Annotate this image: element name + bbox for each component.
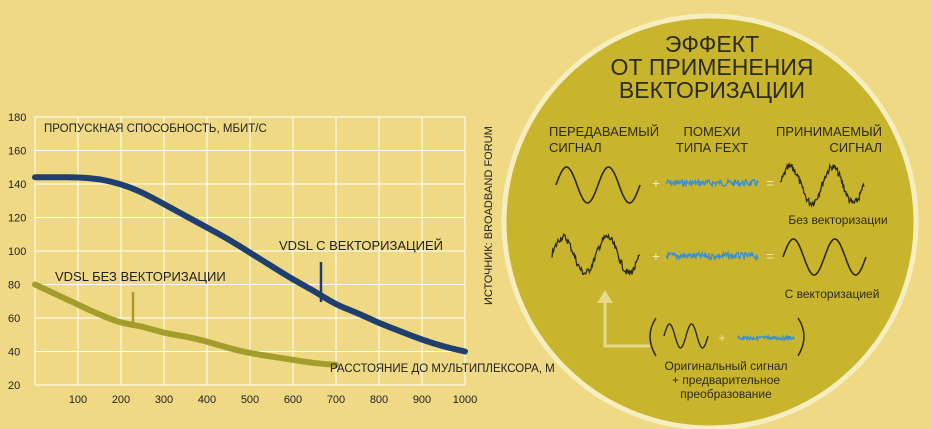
- fext-noise-icon: [666, 250, 759, 262]
- x-tick-label: 800: [370, 394, 388, 406]
- header-noise-line-1: ПОМЕХИ: [684, 124, 741, 139]
- feedback-arrow-icon: [603, 300, 650, 348]
- y-tick-label: 160: [8, 146, 26, 158]
- bandwidth-chart: 20 40 60 80 100 120 140 160 180 100 200 300 400 500 60…: [8, 112, 555, 406]
- header-rx-line-1: ПРИНИМАЕМЫЙ: [776, 124, 882, 139]
- arrow-head-icon: [597, 290, 613, 303]
- fext-noise-icon: [665, 177, 759, 189]
- chart-series-layer: [32, 174, 468, 368]
- x-axis-label: РАССТОЯНИЕ ДО МУЛЬТИПЛЕКСОРА, М: [330, 363, 555, 375]
- bottom-caption-line-2: + предварительное: [672, 373, 780, 387]
- x-tick-label: 900: [413, 394, 431, 406]
- series-label-with-vectoring: VDSL С ВЕКТОРИЗАЦИЕЙ: [279, 238, 443, 253]
- infographic-title-line-3: ВЕКТОРИЗАЦИИ: [619, 77, 805, 103]
- predistorted-wave-icon: [551, 232, 641, 277]
- y-tick-label: 20: [8, 380, 20, 392]
- plus-sign: +: [652, 248, 660, 264]
- header-rx-line-2: СИГНАЛ: [829, 140, 882, 155]
- x-tick-label: 500: [241, 394, 259, 406]
- left-paren-icon: [649, 317, 657, 357]
- series-line-without-vectoring: [32, 281, 339, 368]
- clean-sine-wave-icon: [555, 166, 641, 204]
- y-tick-label: 120: [8, 213, 26, 225]
- header-tx-line-1: ПЕРЕДАВАЕМЫЙ: [549, 124, 659, 139]
- original-signal-icon: [663, 323, 709, 349]
- result-without-vectoring: Без векторизации: [788, 213, 887, 227]
- bottom-caption-line-3: преобразование: [680, 387, 772, 401]
- infographic-title-line-1: ЭФФЕКТ: [665, 31, 759, 57]
- header-noise-line-2: ТИПА FEXT: [676, 140, 748, 155]
- precoding-signal-icon: [737, 333, 795, 343]
- equals-sign: =: [766, 175, 774, 191]
- noisy-sine-wave-icon: [779, 162, 865, 208]
- x-tick-label: 300: [155, 394, 173, 406]
- x-tick-label: 600: [284, 394, 302, 406]
- x-tick-label: 1000: [453, 394, 477, 406]
- source-note: ИСТОЧНИК: BROADBAND FORUM: [483, 126, 495, 305]
- infographic-title-line-2: ОТ ПРИМЕНЕНИЯ: [611, 54, 814, 80]
- y-axis-label: ПРОПУСКНАЯ СПОСОБНОСТЬ, МБИТ/С: [44, 123, 267, 135]
- y-tick-label: 80: [8, 280, 20, 292]
- x-tick-label: 100: [69, 394, 87, 406]
- x-tick-label: 700: [327, 394, 345, 406]
- y-tick-label: 40: [8, 347, 20, 359]
- plus-sign: +: [652, 175, 660, 191]
- plus-sign: +: [718, 331, 725, 345]
- y-tick-label: 60: [8, 313, 20, 325]
- x-tick-label: 400: [198, 394, 216, 406]
- y-tick-label: 140: [8, 179, 26, 191]
- y-tick-label: 100: [8, 246, 26, 258]
- bottom-caption-line-1: Оригинальный сигнал: [664, 359, 787, 373]
- clean-sine-wave-icon: [782, 238, 867, 276]
- y-tick-label: 180: [8, 112, 26, 124]
- series-line-with-vectoring: [32, 174, 468, 355]
- header-tx-line-2: СИГНАЛ: [549, 140, 602, 155]
- series-label-without-vectoring: VDSL БЕЗ ВЕКТОРИЗАЦИИ: [55, 269, 226, 284]
- x-tick-label: 200: [112, 394, 130, 406]
- right-paren-icon: [797, 317, 805, 357]
- infographic-circle: [501, 13, 919, 429]
- equals-sign: =: [766, 248, 774, 264]
- chart-ticks: 20 40 60 80 100 120 140 160 180 100 200 300 400 500 60…: [8, 112, 477, 406]
- vectoring-infographic: ЭФФЕКТ ОТ ПРИМЕНЕНИЯ ВЕКТОРИЗАЦИИ ПЕРЕДА…: [501, 13, 919, 429]
- result-with-vectoring: С векторизацией: [785, 287, 880, 301]
